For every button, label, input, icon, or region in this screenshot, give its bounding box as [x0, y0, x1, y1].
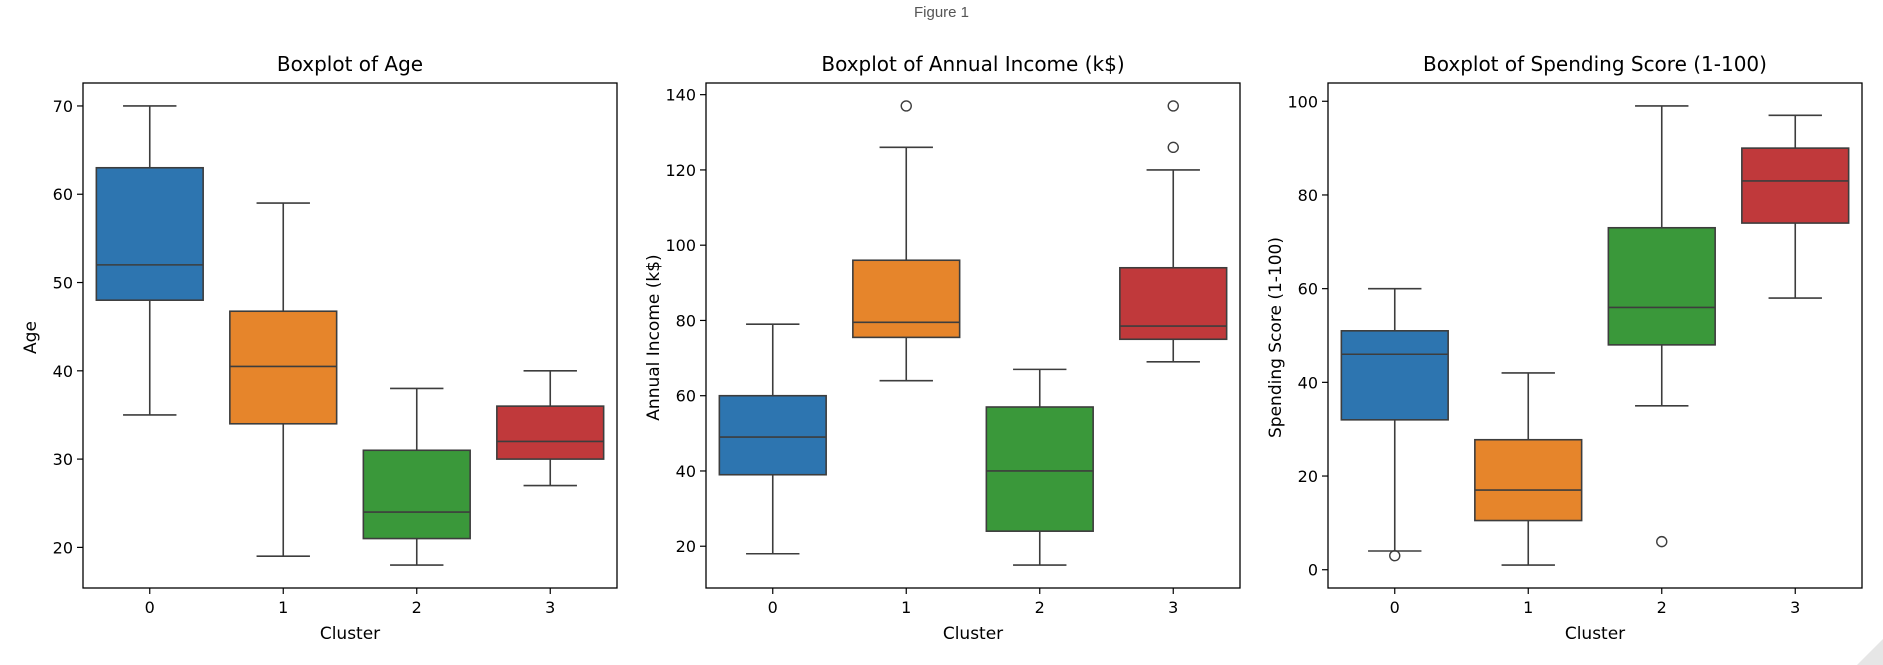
x-axis-label: Cluster	[1565, 624, 1625, 644]
box-cluster-1	[852, 100, 961, 382]
box-cluster-1	[1474, 372, 1583, 566]
outlier-point	[1167, 100, 1179, 112]
y-tick-label: 80	[676, 311, 696, 330]
outlier-point	[1656, 535, 1668, 548]
box-body	[1607, 226, 1716, 346]
y-tick-label: 40	[676, 462, 696, 481]
y-tick-label: 140	[665, 86, 696, 105]
box-body	[718, 394, 827, 476]
y-tick-label: 120	[665, 161, 696, 180]
box-body	[1741, 147, 1850, 224]
y-tick-label: 60	[53, 185, 73, 204]
y-tick-label: 40	[1298, 373, 1318, 392]
y-tick-label: 60	[1298, 280, 1318, 299]
box-cluster-3	[1741, 114, 1850, 299]
box-cluster-0	[95, 105, 204, 416]
x-axis-label: Cluster	[320, 624, 380, 644]
y-tick-label: 30	[53, 450, 73, 469]
x-tick-label: 0	[145, 598, 155, 617]
y-tick-label: 0	[1308, 561, 1318, 580]
box-cluster-1	[229, 202, 338, 558]
box-body	[852, 259, 961, 339]
box-cluster-3	[496, 370, 605, 487]
box-body	[1474, 438, 1583, 522]
x-tick-label: 1	[901, 598, 911, 617]
y-tick-label: 20	[53, 538, 73, 557]
x-tick-label: 1	[1523, 598, 1533, 617]
chart-panel-0: Boxplot of Age 20 30 40 50 60 70 0 1 2 3 Cluster Age	[21, 52, 618, 644]
axes-frame	[1327, 82, 1863, 589]
y-tick-label: 50	[53, 274, 73, 293]
y-axis-label: Annual Income (k$)	[644, 254, 664, 420]
x-tick-label: 1	[278, 598, 288, 617]
y-tick-label: 100	[665, 236, 696, 255]
x-tick-label: 0	[768, 598, 778, 617]
x-tick-label: 2	[412, 598, 422, 617]
chart-title: Boxplot of Annual Income (k$)	[821, 52, 1124, 76]
box-body	[362, 449, 471, 540]
box-cluster-2	[362, 387, 471, 566]
box-body	[229, 310, 338, 425]
y-tick-label: 20	[676, 537, 696, 556]
box-cluster-2	[1607, 105, 1716, 548]
outlier-point	[1389, 549, 1401, 562]
axes-frame	[705, 82, 1241, 589]
resize-grip-icon[interactable]	[1857, 639, 1883, 665]
y-tick-label: 20	[1298, 467, 1318, 486]
box-body	[496, 405, 605, 460]
box-cluster-0	[1340, 287, 1449, 562]
y-tick-label: 60	[676, 387, 696, 406]
x-axis-label: Cluster	[943, 624, 1003, 644]
box-body	[1119, 266, 1228, 341]
axes-frame	[82, 82, 618, 589]
y-tick-label: 100	[1287, 92, 1318, 111]
x-tick-label: 2	[1035, 598, 1045, 617]
x-tick-label: 0	[1390, 598, 1400, 617]
y-tick-label: 80	[1298, 186, 1318, 205]
y-tick-label: 40	[53, 362, 73, 381]
outlier-point	[1167, 141, 1179, 154]
y-axis-label: Spending Score (1-100)	[1266, 237, 1286, 438]
x-tick-label: 3	[545, 598, 555, 617]
chart-panel-1: Boxplot of Annual Income (k$)20406080100…	[644, 52, 1241, 644]
box-body	[1340, 330, 1449, 421]
chart-title: Boxplot of Age	[277, 52, 423, 76]
window-title: Figure 1	[913, 4, 970, 21]
outlier-point	[900, 100, 912, 112]
box-cluster-0	[718, 323, 827, 555]
y-tick-label: 70	[53, 97, 73, 116]
y-axis-label: Age	[21, 321, 41, 354]
box-cluster-3	[1119, 100, 1228, 363]
box-body	[985, 406, 1094, 532]
chart-panel-2: Boxplot of Spending Score (1-100)0204060…	[1266, 52, 1863, 644]
x-tick-label: 3	[1790, 598, 1800, 617]
x-tick-label: 2	[1657, 598, 1667, 617]
chart-title: Boxplot of Spending Score (1-100)	[1423, 52, 1767, 76]
box-body	[95, 166, 204, 301]
x-tick-label: 3	[1168, 598, 1178, 617]
box-cluster-2	[985, 368, 1094, 566]
